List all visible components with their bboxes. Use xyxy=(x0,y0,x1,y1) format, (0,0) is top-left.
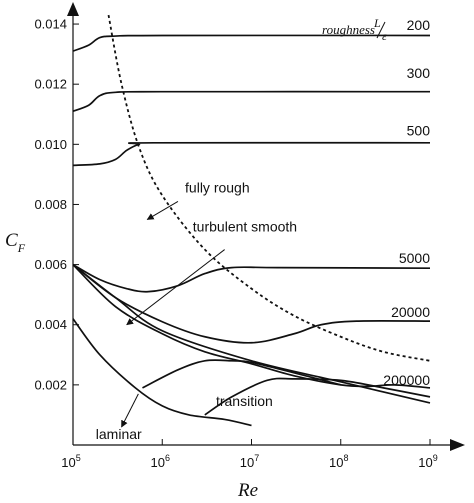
annotation-arrow-laminar xyxy=(121,393,139,428)
annotation-arrow-turbulent-smooth xyxy=(126,249,225,326)
annotation-turbulent-smooth: turbulent smooth xyxy=(193,219,297,235)
axes xyxy=(67,2,465,451)
series-line-turbulent-smooth xyxy=(72,263,431,404)
y-ticks: 0.002 0.004 0.006 0.008 0.010 0.012 0.014 xyxy=(34,17,79,392)
annotation-fully-rough: fully rough xyxy=(185,179,250,195)
legend-header: roughness L ε xyxy=(322,16,387,43)
x-tick-label: 105 xyxy=(61,453,80,470)
y-tick-label: 0.014 xyxy=(34,17,67,32)
y-tick-label: 0.008 xyxy=(34,197,67,212)
x-axis-arrow xyxy=(450,439,465,451)
x-tick-label: 108 xyxy=(329,453,348,470)
y-axis-arrow xyxy=(67,2,79,16)
series-label-5000: 5000 xyxy=(399,250,430,266)
annotation-arrow-fully-rough xyxy=(146,201,179,220)
x-tick-label: 109 xyxy=(418,453,437,470)
y-tick-label: 0.006 xyxy=(34,257,67,272)
series-label-group: 200 300 500 5000 20000 200000 xyxy=(383,17,430,388)
x-ticks: 105 106 107 108 109 xyxy=(61,439,438,470)
y-tick-label: 0.012 xyxy=(34,77,67,92)
legend-ratio-slash xyxy=(376,21,386,39)
legend-header-text: roughness xyxy=(322,22,375,37)
y-axis-label: CF xyxy=(5,230,26,255)
series-line-laminar xyxy=(72,318,252,427)
x-tick-label: 106 xyxy=(151,453,170,470)
series-line-5000 xyxy=(72,263,431,293)
series-line-500 xyxy=(72,141,431,167)
series-group xyxy=(72,14,431,427)
series-line-20000 xyxy=(72,263,431,344)
series-line-fully-rough xyxy=(107,14,431,362)
y-axis-label-main: C xyxy=(5,230,18,251)
y-tick-label: 0.010 xyxy=(34,137,67,152)
annotation-transition: transition xyxy=(216,393,273,409)
series-line-transition xyxy=(142,359,341,389)
y-tick-label: 0.002 xyxy=(34,377,67,392)
annotation-laminar: laminar xyxy=(96,426,142,442)
x-axis-label: Re xyxy=(237,480,258,501)
series-line-200 xyxy=(72,34,431,52)
series-line-300 xyxy=(72,90,431,113)
series-line-200000 xyxy=(72,263,431,389)
y-tick-label: 0.004 xyxy=(34,317,67,332)
series-label-200: 200 xyxy=(407,17,431,33)
legend-ratio-num: L xyxy=(373,16,381,30)
series-label-20000: 20000 xyxy=(391,304,430,320)
annotation-group: fully rough turbulent smooth transition lam… xyxy=(96,179,297,442)
legend-ratio-den: ε xyxy=(382,29,387,43)
series-line-transition-2 xyxy=(204,377,431,416)
series-label-300: 300 xyxy=(407,65,431,81)
x-tick-label: 107 xyxy=(240,453,259,470)
y-axis-label-sub: F xyxy=(17,241,26,255)
series-label-200000: 200000 xyxy=(383,372,430,388)
series-label-500: 500 xyxy=(407,122,431,138)
